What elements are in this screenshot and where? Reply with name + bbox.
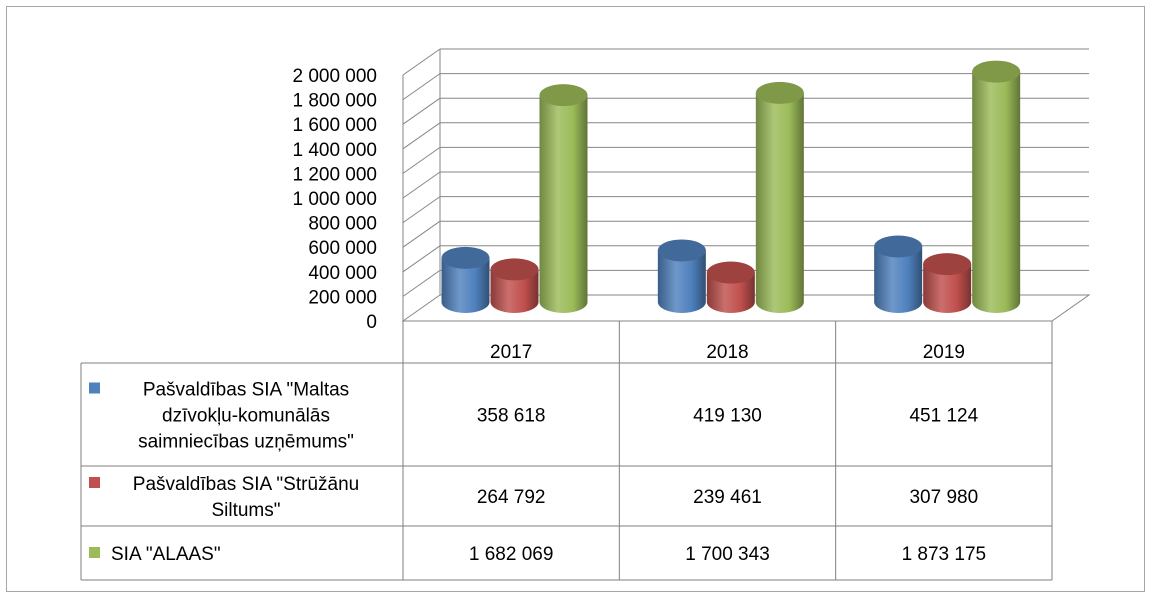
- y-tick-label: 1 200 000: [292, 164, 377, 185]
- bar-top: [441, 246, 490, 269]
- gridline-side: [402, 269, 441, 297]
- legend-key: [89, 547, 100, 558]
- y-tick-label: 1 000 000: [292, 189, 377, 210]
- bar: [657, 239, 706, 313]
- data-label: 1 682 069: [469, 544, 554, 565]
- x-tick-label: 2017: [490, 342, 532, 363]
- y-tick-label: 200 000: [308, 287, 377, 308]
- gridline-side: [402, 245, 441, 273]
- bar-top: [706, 261, 755, 284]
- y-tick-label: 1 800 000: [292, 91, 377, 112]
- bar-body: [441, 257, 490, 313]
- data-table: [80, 321, 1053, 581]
- bar-body: [657, 250, 706, 313]
- bar-body: [706, 272, 755, 313]
- data-label: 264 792: [477, 487, 546, 508]
- y-tick-label: 800 000: [308, 214, 377, 235]
- y-tick-label: 400 000: [308, 263, 377, 284]
- legend-label: Siltums": [211, 500, 280, 521]
- bar-top: [972, 60, 1021, 83]
- gridline-side: [402, 146, 441, 174]
- y-tick-label: 2 000 000: [292, 66, 377, 87]
- bar-body: [539, 95, 588, 313]
- bar-top: [490, 258, 539, 281]
- bar-top: [539, 84, 588, 107]
- legend-key: [89, 382, 100, 394]
- x-tick-label: 2019: [923, 342, 965, 363]
- gridline-side: [402, 122, 441, 150]
- bar-body: [923, 264, 972, 313]
- legend-label: SIA "ALAAS": [111, 544, 221, 565]
- legend-label: Pašvaldības SIA "Strūžānu: [133, 474, 359, 495]
- bar-body: [755, 92, 804, 313]
- gridline-side: [402, 171, 441, 199]
- bar: [874, 235, 923, 313]
- y-tick-label: 600 000: [308, 238, 377, 259]
- bar: [923, 253, 972, 313]
- bar-body: [874, 246, 923, 313]
- chart-frame: [6, 6, 1145, 592]
- gridline-side: [402, 73, 441, 101]
- y-tick-label: 1 400 000: [292, 140, 377, 161]
- gridline-side: [402, 97, 441, 125]
- legend-label: Pašvaldības SIA "Maltas: [143, 380, 349, 401]
- bar: [441, 246, 490, 313]
- bar: [972, 60, 1021, 313]
- legend-label: dzīvokļu-komunālās: [162, 406, 330, 427]
- y-tick-label: 0: [366, 312, 377, 333]
- bar: [490, 258, 539, 313]
- gridline-side: [402, 48, 441, 76]
- data-label: 1 700 343: [685, 544, 770, 565]
- bar-body: [490, 269, 539, 313]
- x-tick-label: 2018: [706, 342, 748, 363]
- bar: [539, 84, 588, 313]
- bar-top: [923, 253, 972, 276]
- y-tick-label: 1 600 000: [292, 115, 377, 136]
- bar-top: [657, 239, 706, 262]
- gridline-side: [402, 196, 441, 224]
- legend-key: [89, 477, 100, 488]
- data-label: 239 461: [693, 487, 762, 508]
- bar: [755, 81, 804, 313]
- bar: [706, 261, 755, 313]
- legend-label: saimniecības uzņēmums": [138, 432, 354, 453]
- data-label: 1 873 175: [902, 544, 987, 565]
- data-label: 419 130: [693, 406, 762, 427]
- bar-top: [874, 235, 923, 258]
- gridline-side: [402, 220, 441, 248]
- data-label: 358 618: [477, 406, 546, 427]
- data-label: 307 980: [909, 487, 978, 508]
- data-label: 451 124: [909, 406, 978, 427]
- bar-top: [755, 81, 804, 104]
- bar-body: [972, 71, 1021, 313]
